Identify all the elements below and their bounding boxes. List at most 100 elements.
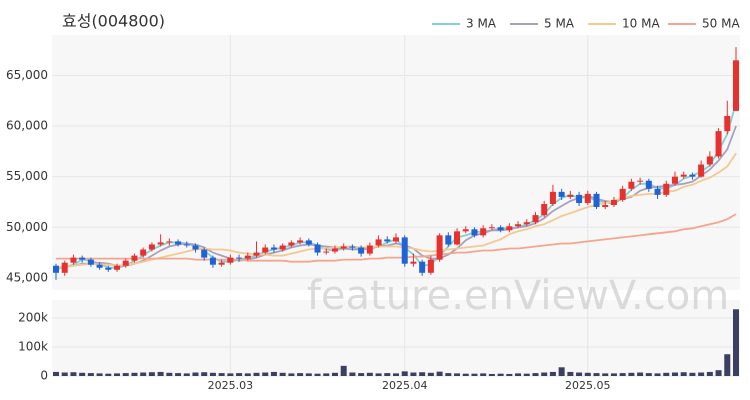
price-panel (52, 35, 740, 290)
volume-bar (279, 372, 286, 376)
candle-body (645, 180, 652, 189)
legend-label: 10 MA (622, 17, 660, 31)
candle-body (61, 262, 68, 273)
candle-body (297, 240, 304, 243)
candle-body (488, 227, 495, 229)
volume-bar (558, 367, 565, 376)
candle-body (515, 224, 522, 227)
volume-bar (567, 371, 574, 376)
y-tick-label: 55,000 (6, 169, 48, 183)
volume-bar (140, 372, 147, 376)
volume-bar (175, 373, 182, 376)
volume-bar (593, 373, 600, 376)
candle-body (610, 199, 617, 205)
y2-tick-label: 0 (40, 369, 48, 383)
volume-bar (131, 372, 138, 376)
candle-body (445, 235, 452, 245)
candle-body (393, 237, 399, 242)
candle-body (53, 265, 59, 273)
candle-body (671, 176, 678, 184)
volume-bar (122, 373, 129, 376)
candle-body (384, 239, 391, 242)
volume-bar (724, 354, 731, 376)
volume-bar (218, 373, 225, 376)
candle-body (175, 241, 182, 245)
candle-body (549, 191, 556, 204)
candle-body (340, 246, 347, 249)
candle-body (157, 242, 164, 245)
volume-bar (454, 373, 461, 376)
candle-body (663, 183, 670, 195)
candle-body (305, 240, 312, 245)
x-tick-label: 2025.04 (382, 379, 428, 392)
candle-body (358, 247, 365, 254)
volume-bar (53, 371, 59, 376)
volume-bar (497, 373, 504, 376)
volume-bar (706, 371, 713, 376)
volume-bar (270, 371, 277, 376)
volume-bar (209, 372, 216, 376)
volume-bar (471, 373, 478, 376)
volume-bar (671, 372, 678, 376)
volume-bar (114, 373, 121, 376)
candle-body (724, 115, 731, 132)
volume-bar (541, 372, 548, 376)
legend-label: 3 MA (466, 17, 497, 31)
volume-bar (410, 372, 417, 376)
y-tick-label: 50,000 (6, 220, 48, 234)
candle-body (698, 164, 705, 177)
volume-bar (87, 373, 94, 376)
candle-body (375, 239, 382, 246)
volume-bar (262, 372, 269, 376)
volume-bar (549, 371, 556, 376)
candle-body (480, 228, 487, 236)
candle-body (244, 255, 251, 259)
candle-body (733, 60, 739, 111)
legend-label: 50 MA (702, 17, 740, 31)
candle-body (410, 261, 417, 264)
candle-body (122, 260, 129, 266)
candle-body (637, 180, 644, 182)
candle-body (70, 257, 77, 263)
candle-body (497, 227, 504, 231)
candle-body (87, 259, 94, 265)
volume-bar (105, 373, 112, 376)
candle-body (401, 237, 408, 264)
volume-panel (52, 300, 740, 376)
candle-body (654, 188, 661, 195)
ma-line (56, 213, 737, 263)
candle-body (192, 245, 199, 250)
volume-bar (733, 309, 739, 376)
volume-bar (689, 372, 696, 376)
candle-body (689, 174, 696, 177)
candle-body (227, 257, 234, 263)
volume-bar (680, 372, 687, 376)
volume-bar (654, 373, 661, 376)
volume-bar (715, 370, 722, 376)
x-tick-label: 2025.05 (565, 379, 611, 392)
volume-bar (419, 372, 426, 376)
candle-body (253, 252, 260, 256)
volume-bar (401, 371, 408, 376)
volume-bar (375, 373, 382, 376)
volume-bar (192, 372, 199, 376)
volume-bar (201, 372, 208, 376)
volume-bar (227, 373, 234, 376)
candle-body (79, 257, 86, 260)
candle-body (436, 235, 443, 260)
candle-body (114, 265, 121, 270)
candle-body (454, 231, 461, 245)
volume-bar (663, 372, 670, 376)
volume-bar (384, 373, 391, 376)
y2-tick-label: 100k (18, 339, 48, 353)
volume-bar (157, 371, 164, 376)
y-tick-label: 45,000 (6, 270, 48, 284)
candle-body (209, 257, 216, 265)
volume-bar (61, 372, 68, 376)
candle-body (567, 194, 574, 197)
candle-body (349, 246, 356, 248)
candle-body (715, 131, 722, 157)
candle-body (584, 193, 591, 203)
candle-body (148, 244, 155, 250)
volume-bar (480, 373, 487, 376)
